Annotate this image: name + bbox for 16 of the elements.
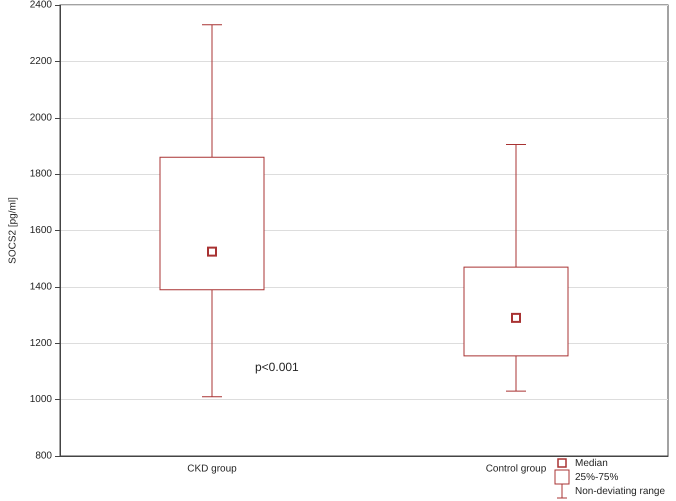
y-axis-title: SOCS2 [pg/ml] <box>8 196 18 264</box>
y-tick-label: 1400 <box>30 281 52 292</box>
annotation: p<0.001 <box>255 360 299 374</box>
y-tick-label: 2200 <box>30 56 52 67</box>
y-tick-label: 1800 <box>30 168 52 180</box>
y-tick-label: 1200 <box>30 338 52 349</box>
y-tick-label: 1000 <box>30 394 52 406</box>
y-tick-label: 800 <box>35 450 52 462</box>
y-tick-label: 1600 <box>30 225 52 236</box>
x-tick-label: Control group <box>486 464 547 474</box>
text: 25%-75% <box>575 472 618 482</box>
y-tick-label: 2000 <box>30 112 52 124</box>
x-tick-label: CKD group <box>187 464 238 474</box>
text: Non-deviating range <box>575 486 666 496</box>
text: Median <box>575 458 608 468</box>
y-tick-label: 2400 <box>30 0 52 10</box>
